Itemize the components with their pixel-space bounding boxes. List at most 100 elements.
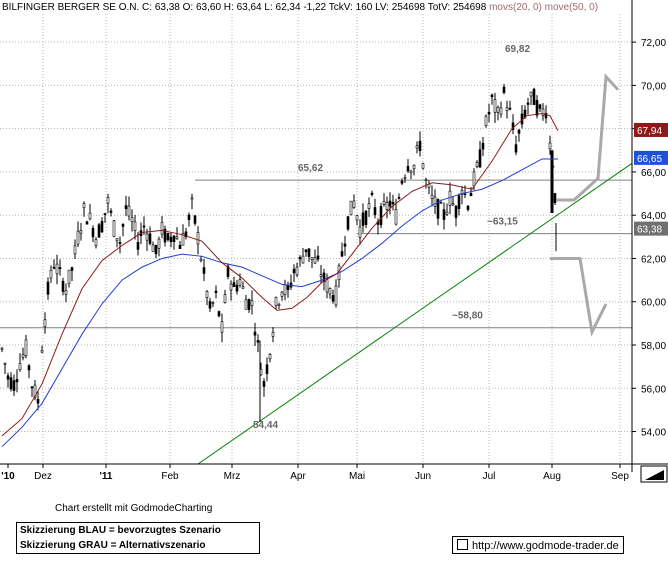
candle-body <box>340 251 344 257</box>
candle-body <box>526 102 530 105</box>
candle-body <box>364 210 368 225</box>
candle-body <box>91 227 95 238</box>
candle-body <box>436 199 440 219</box>
scenario-down <box>550 256 608 337</box>
candle-body <box>304 249 308 253</box>
level-lines <box>0 179 632 329</box>
candle-body <box>58 267 62 270</box>
candle-body <box>241 286 245 289</box>
candle-body <box>97 224 101 238</box>
level-label: ~63,15 <box>487 217 518 228</box>
candle-body <box>403 177 407 179</box>
ma-short-line <box>1 113 559 437</box>
x-tick-label: Jul <box>483 471 496 482</box>
legend-grey: Skizzierung GRAU = Alternativszenario <box>20 540 206 551</box>
x-tick-label: Sep <box>611 471 629 482</box>
candle-body <box>6 375 10 380</box>
y-tick-label: 56,00 <box>641 384 666 395</box>
candle-body <box>502 86 506 93</box>
chart-header: BILFINGER BERGER SE O.N. C: 63,38 O: 63,… <box>2 2 598 13</box>
candle-body <box>133 221 137 231</box>
price-badge-label: 63,38 <box>637 225 662 236</box>
y-tick-label: 70,00 <box>641 81 666 92</box>
candle-body <box>49 269 53 279</box>
candle-body <box>370 192 374 195</box>
x-tick-label: Apr <box>290 471 306 482</box>
candle-body <box>73 245 77 255</box>
candle-body <box>103 213 107 216</box>
lv-value: 254698 <box>391 2 426 13</box>
candle-body <box>325 279 329 293</box>
candle-body <box>172 235 176 243</box>
candle-body <box>15 379 19 383</box>
candle-body <box>421 163 425 169</box>
candle-body <box>79 230 83 234</box>
candle-body <box>142 225 146 228</box>
website-link[interactable]: http://www.godmode-trader.de <box>452 536 624 554</box>
candle-body <box>64 290 68 295</box>
candle-body <box>9 377 13 390</box>
price-annotation: 54,44 <box>253 420 278 431</box>
candle-body <box>373 207 377 216</box>
candle-body <box>3 362 7 365</box>
high-value: 63,64 <box>236 2 262 13</box>
candle-body <box>478 149 482 168</box>
level-label: ~58,80 <box>452 311 483 322</box>
candle-body <box>286 285 290 291</box>
candle-body <box>169 236 173 242</box>
candle-body <box>541 108 545 116</box>
close-label: C: <box>142 2 153 13</box>
candle-body <box>277 304 281 306</box>
candle-body <box>124 205 128 210</box>
candle-body <box>379 206 383 226</box>
ma-legend: movs(20, 0) move(50, 0) <box>489 2 599 13</box>
candle-body <box>328 288 332 295</box>
candle-body <box>88 212 92 220</box>
x-tick-label: '10 <box>1 471 15 482</box>
candle-body <box>481 142 485 150</box>
candle-body <box>496 107 500 113</box>
candle-body <box>235 284 239 292</box>
candle-body <box>418 140 422 151</box>
grid-layer <box>0 14 632 464</box>
change-value: -1,22 <box>303 2 327 13</box>
close-value: 63,38 <box>154 2 180 13</box>
support-trendline <box>197 162 633 465</box>
candle-body <box>346 216 350 230</box>
candle-body <box>409 170 413 174</box>
candle-body <box>40 350 44 353</box>
candle-body <box>18 363 22 371</box>
candle-body <box>163 229 167 243</box>
candle-body <box>298 257 302 260</box>
candle-body <box>538 104 542 109</box>
candle-body <box>121 224 125 227</box>
candle-body <box>211 302 215 304</box>
candle-body <box>238 279 242 286</box>
moving-averages <box>1 113 559 448</box>
candle-body <box>439 202 443 204</box>
candle-body <box>454 206 458 218</box>
candle-body <box>253 331 257 336</box>
open-label: O: <box>182 2 194 13</box>
x-tick-label: Jun <box>415 471 431 482</box>
candle-body <box>484 115 488 127</box>
candle-body <box>52 267 56 269</box>
candle-body <box>355 215 359 221</box>
candle-body <box>367 203 371 209</box>
candle-body <box>46 281 50 295</box>
scenario-legend: Skizzierung BLAU = bevorzugtes Szenario … <box>16 522 260 554</box>
candle-body <box>445 211 449 215</box>
open-value: 63,60 <box>195 2 222 13</box>
candle-body <box>544 113 548 119</box>
candle-body <box>217 311 221 317</box>
candle-body <box>154 244 158 255</box>
annotations: 65,62 ~63,15 ~58,80 69,82 54,44 <box>253 44 530 431</box>
candle-body <box>196 232 200 245</box>
candle-body <box>412 164 416 170</box>
candle-body <box>406 166 410 172</box>
candle-body <box>361 212 365 226</box>
candle-body <box>424 179 428 182</box>
candle-body <box>145 233 149 241</box>
candle-body <box>301 255 305 264</box>
candle-body <box>118 242 122 244</box>
